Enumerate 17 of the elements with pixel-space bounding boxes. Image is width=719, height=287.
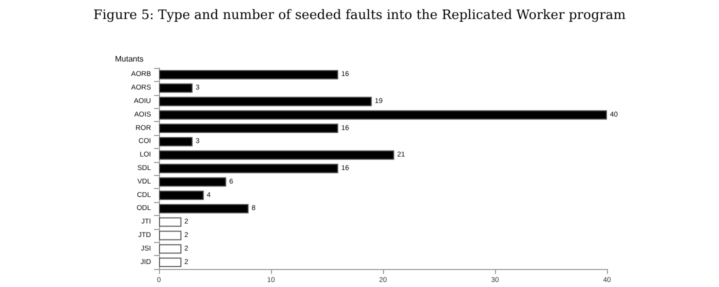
bar: [159, 83, 193, 93]
bar: [159, 70, 338, 80]
bar: [159, 217, 182, 227]
bar: [159, 150, 394, 160]
bar: [159, 96, 372, 106]
bar: [159, 204, 249, 214]
bar: [159, 124, 338, 133]
bar: [159, 137, 193, 146]
bar: [159, 258, 182, 267]
chart-title: Figure 5: Type and number of seeded faults into the Replicated Worker program: [93, 8, 626, 23]
bar: [159, 244, 182, 254]
bar: [159, 190, 204, 200]
bar: [159, 177, 226, 187]
bar: [159, 230, 182, 240]
bar: [159, 164, 338, 174]
bar: [159, 110, 607, 120]
y-axis-title: Mutants: [115, 54, 144, 64]
